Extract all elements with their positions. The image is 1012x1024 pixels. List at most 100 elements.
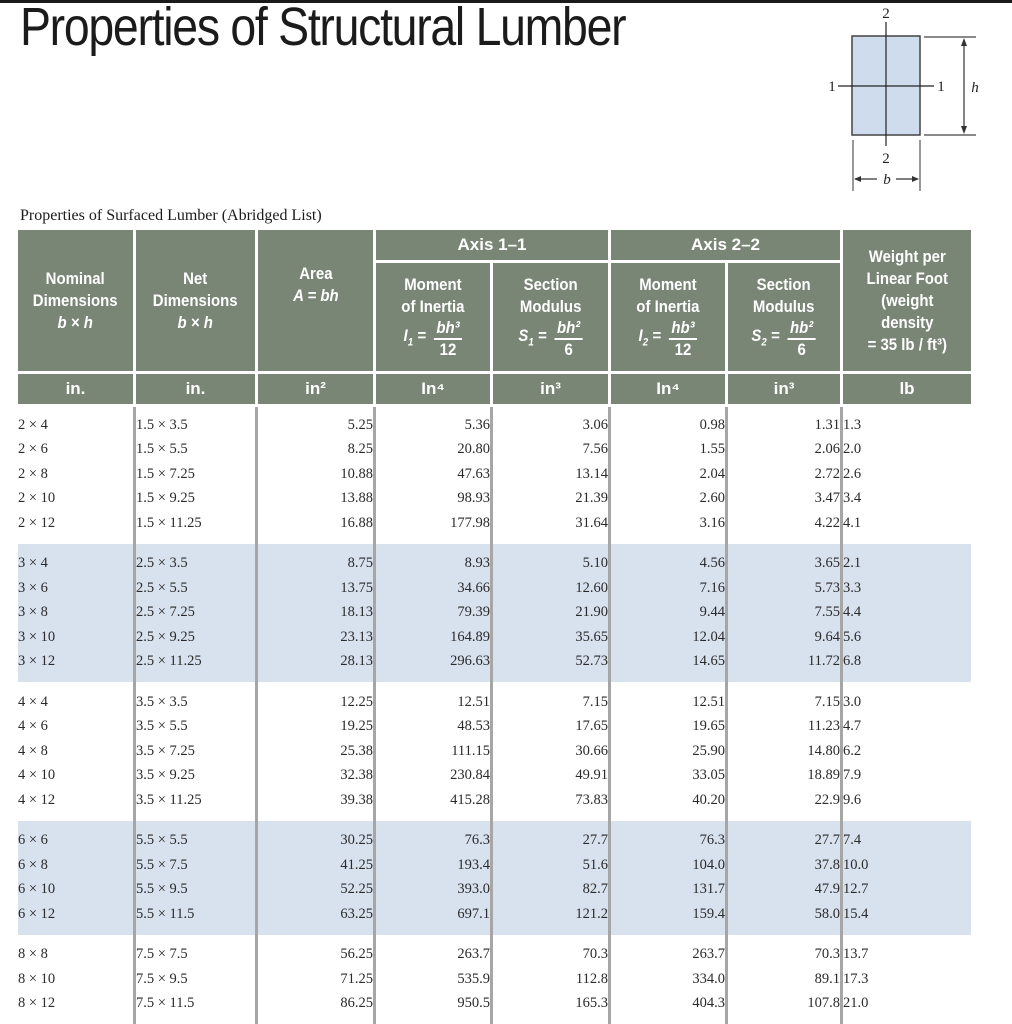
table-cell: 30.25: [258, 828, 376, 853]
table-cell: 14.80: [728, 739, 843, 764]
table-cell: 21.90: [493, 600, 611, 625]
table-cell: 334.0: [611, 967, 728, 992]
table-cell: 296.63: [376, 649, 493, 674]
table-cell: 4.4: [843, 600, 971, 625]
header-net-dimensions: Net Dimensions b × h: [136, 230, 258, 374]
table-cell: 47.9: [728, 877, 843, 902]
cross-section-diagram: 2 2 1 1 h b: [810, 0, 1012, 200]
table-caption: Properties of Surfaced Lumber (Abridged …: [20, 207, 322, 224]
table-cell: 5.25: [258, 413, 376, 438]
table-cell: 47.63: [376, 462, 493, 487]
table-cell: 4 × 10: [18, 763, 136, 788]
table-row: 2 × 10 1.5 × 9.25 13.88 98.93 21.39 2.60 3.47 3…: [18, 486, 971, 511]
table-cell: 2.1: [843, 551, 971, 576]
table-row: 8 × 12 7.5 × 11.5 86.25 950.5 165.3 404.3 107.…: [18, 991, 971, 1016]
table-cell: 21.0: [843, 995, 869, 1012]
table-cell: 6.2: [843, 742, 862, 759]
table-cell: 0.98: [611, 413, 728, 438]
table-cell: 13.14: [493, 462, 611, 487]
table-row: 4 × 12 3.5 × 11.25 39.38 415.28 73.83 40.20 22…: [18, 788, 971, 813]
table-cell: 7.15: [493, 690, 611, 715]
table-cell: 13.88: [258, 486, 376, 511]
table-cell: 48.53: [376, 714, 493, 739]
table-cell: 8.75: [258, 551, 376, 576]
unit-moment-inertia-2: In⁴: [611, 374, 728, 407]
table-cell: 8 × 8: [18, 942, 136, 967]
table-cell: 39.38: [258, 788, 376, 813]
table-cell: 70.3: [728, 942, 843, 967]
unit-section-modulus-2: in³: [728, 374, 843, 407]
table-cell: 37.8: [728, 853, 843, 878]
table-cell: 263.7: [611, 942, 728, 967]
table-cell: 17.65: [493, 714, 611, 739]
table-cell: 2.5 × 5.5: [136, 576, 258, 601]
table-cell: 3 × 10: [18, 625, 136, 650]
table-row: 4 × 8 3.5 × 7.25 25.38 111.15 30.66 25.90 14.8…: [18, 739, 971, 764]
table-cell: 3.0: [843, 693, 862, 710]
table-cell: 13.7: [843, 946, 869, 963]
table-cell: 89.1: [728, 967, 843, 992]
table-cell: 18.13: [258, 600, 376, 625]
table-cell: 30.66: [493, 739, 611, 764]
table-row: 8 × 10 7.5 × 9.5 71.25 535.9 112.8 334.0 89.1 1…: [18, 967, 971, 992]
table-row: 3 × 10 2.5 × 9.25 23.13 164.89 35.65 12.04 9.6…: [18, 625, 971, 650]
table-cell: 1.31: [728, 413, 843, 438]
table-cell: 4 × 4: [18, 690, 136, 715]
table-cell: 98.93: [376, 486, 493, 511]
table-cell: 230.84: [376, 763, 493, 788]
table-cell: 71.25: [258, 967, 376, 992]
table-cell: 1.55: [611, 437, 728, 462]
table-cell: 6 × 10: [18, 877, 136, 902]
table-cell: 9.64: [728, 625, 843, 650]
table-cell: 393.0: [376, 877, 493, 902]
table-cell: 7.55: [728, 600, 843, 625]
table-cell: 8 × 10: [18, 967, 136, 992]
table-cell: 3.16: [611, 511, 728, 536]
table-cell: 404.3: [611, 991, 728, 1016]
table-cell: 11.23: [728, 714, 843, 739]
table-cell: 2 × 12: [18, 511, 136, 536]
table-cell: 7.56: [493, 437, 611, 462]
svg-text:b: b: [883, 172, 891, 188]
table-row: 4 × 4 3.5 × 3.5 12.25 12.51 7.15 12.51 7.15 3.0: [18, 690, 971, 715]
table-row: 2 × 6 1.5 × 5.5 8.25 20.80 7.56 1.55 2.06 2.0: [18, 437, 971, 462]
lumber-properties-table: Nominal Dimensions b × h Net Dimensions b × …: [18, 230, 971, 1024]
table-cell: 2.6: [843, 465, 862, 482]
table-cell: 2.5 × 7.25: [136, 600, 258, 625]
table-cell: 19.65: [611, 714, 728, 739]
table-cell: 76.3: [611, 828, 728, 853]
unit-net: in.: [136, 374, 258, 407]
table-cell: 3.47: [728, 486, 843, 511]
table-cell: 20.80: [376, 437, 493, 462]
table-cell: 34.66: [376, 576, 493, 601]
table-cell: 1.5 × 11.25: [136, 511, 258, 536]
table-cell: 4.1: [843, 514, 862, 531]
table-cell: 697.1: [376, 902, 493, 927]
svg-text:1: 1: [828, 79, 836, 95]
table-cell: 415.28: [376, 788, 493, 813]
unit-weight: lb: [843, 374, 971, 407]
table-row: 6 × 8 5.5 × 7.5 41.25 193.4 51.6 104.0 37.8 10.…: [18, 853, 971, 878]
table-row: 3 × 6 2.5 × 5.5 13.75 34.66 12.60 7.16 5.73 3.3: [18, 576, 971, 601]
table-cell: 1.5 × 9.25: [136, 486, 258, 511]
table-cell: 3.5 × 9.25: [136, 763, 258, 788]
table-cell: 2 × 6: [18, 437, 136, 462]
table-row: 6 × 12 5.5 × 11.5 63.25 697.1 121.2 159.4 58.0…: [18, 902, 971, 927]
table-cell: 3.65: [728, 551, 843, 576]
group-spacer: [18, 682, 971, 690]
table-cell: 2.5 × 11.25: [136, 649, 258, 674]
table-cell: 3 × 4: [18, 551, 136, 576]
table-cell: 73.83: [493, 788, 611, 813]
table-cell: 32.38: [258, 763, 376, 788]
unit-section-modulus-1: in³: [493, 374, 611, 407]
table-cell: 70.3: [493, 942, 611, 967]
group-spacer: [18, 535, 971, 544]
table-cell: 10.0: [843, 853, 971, 878]
table-cell: 1.3: [843, 416, 862, 433]
table-cell: 2.04: [611, 462, 728, 487]
table-cell: 7.5 × 11.5: [136, 991, 258, 1016]
table-cell: 18.89: [728, 763, 843, 788]
table-row: 8 × 8 7.5 × 7.5 56.25 263.7 70.3 263.7 70.3 13.…: [18, 942, 971, 967]
table-cell: 5.36: [376, 413, 493, 438]
table-row: 3 × 12 2.5 × 11.25 28.13 296.63 52.73 14.65 11…: [18, 649, 971, 674]
